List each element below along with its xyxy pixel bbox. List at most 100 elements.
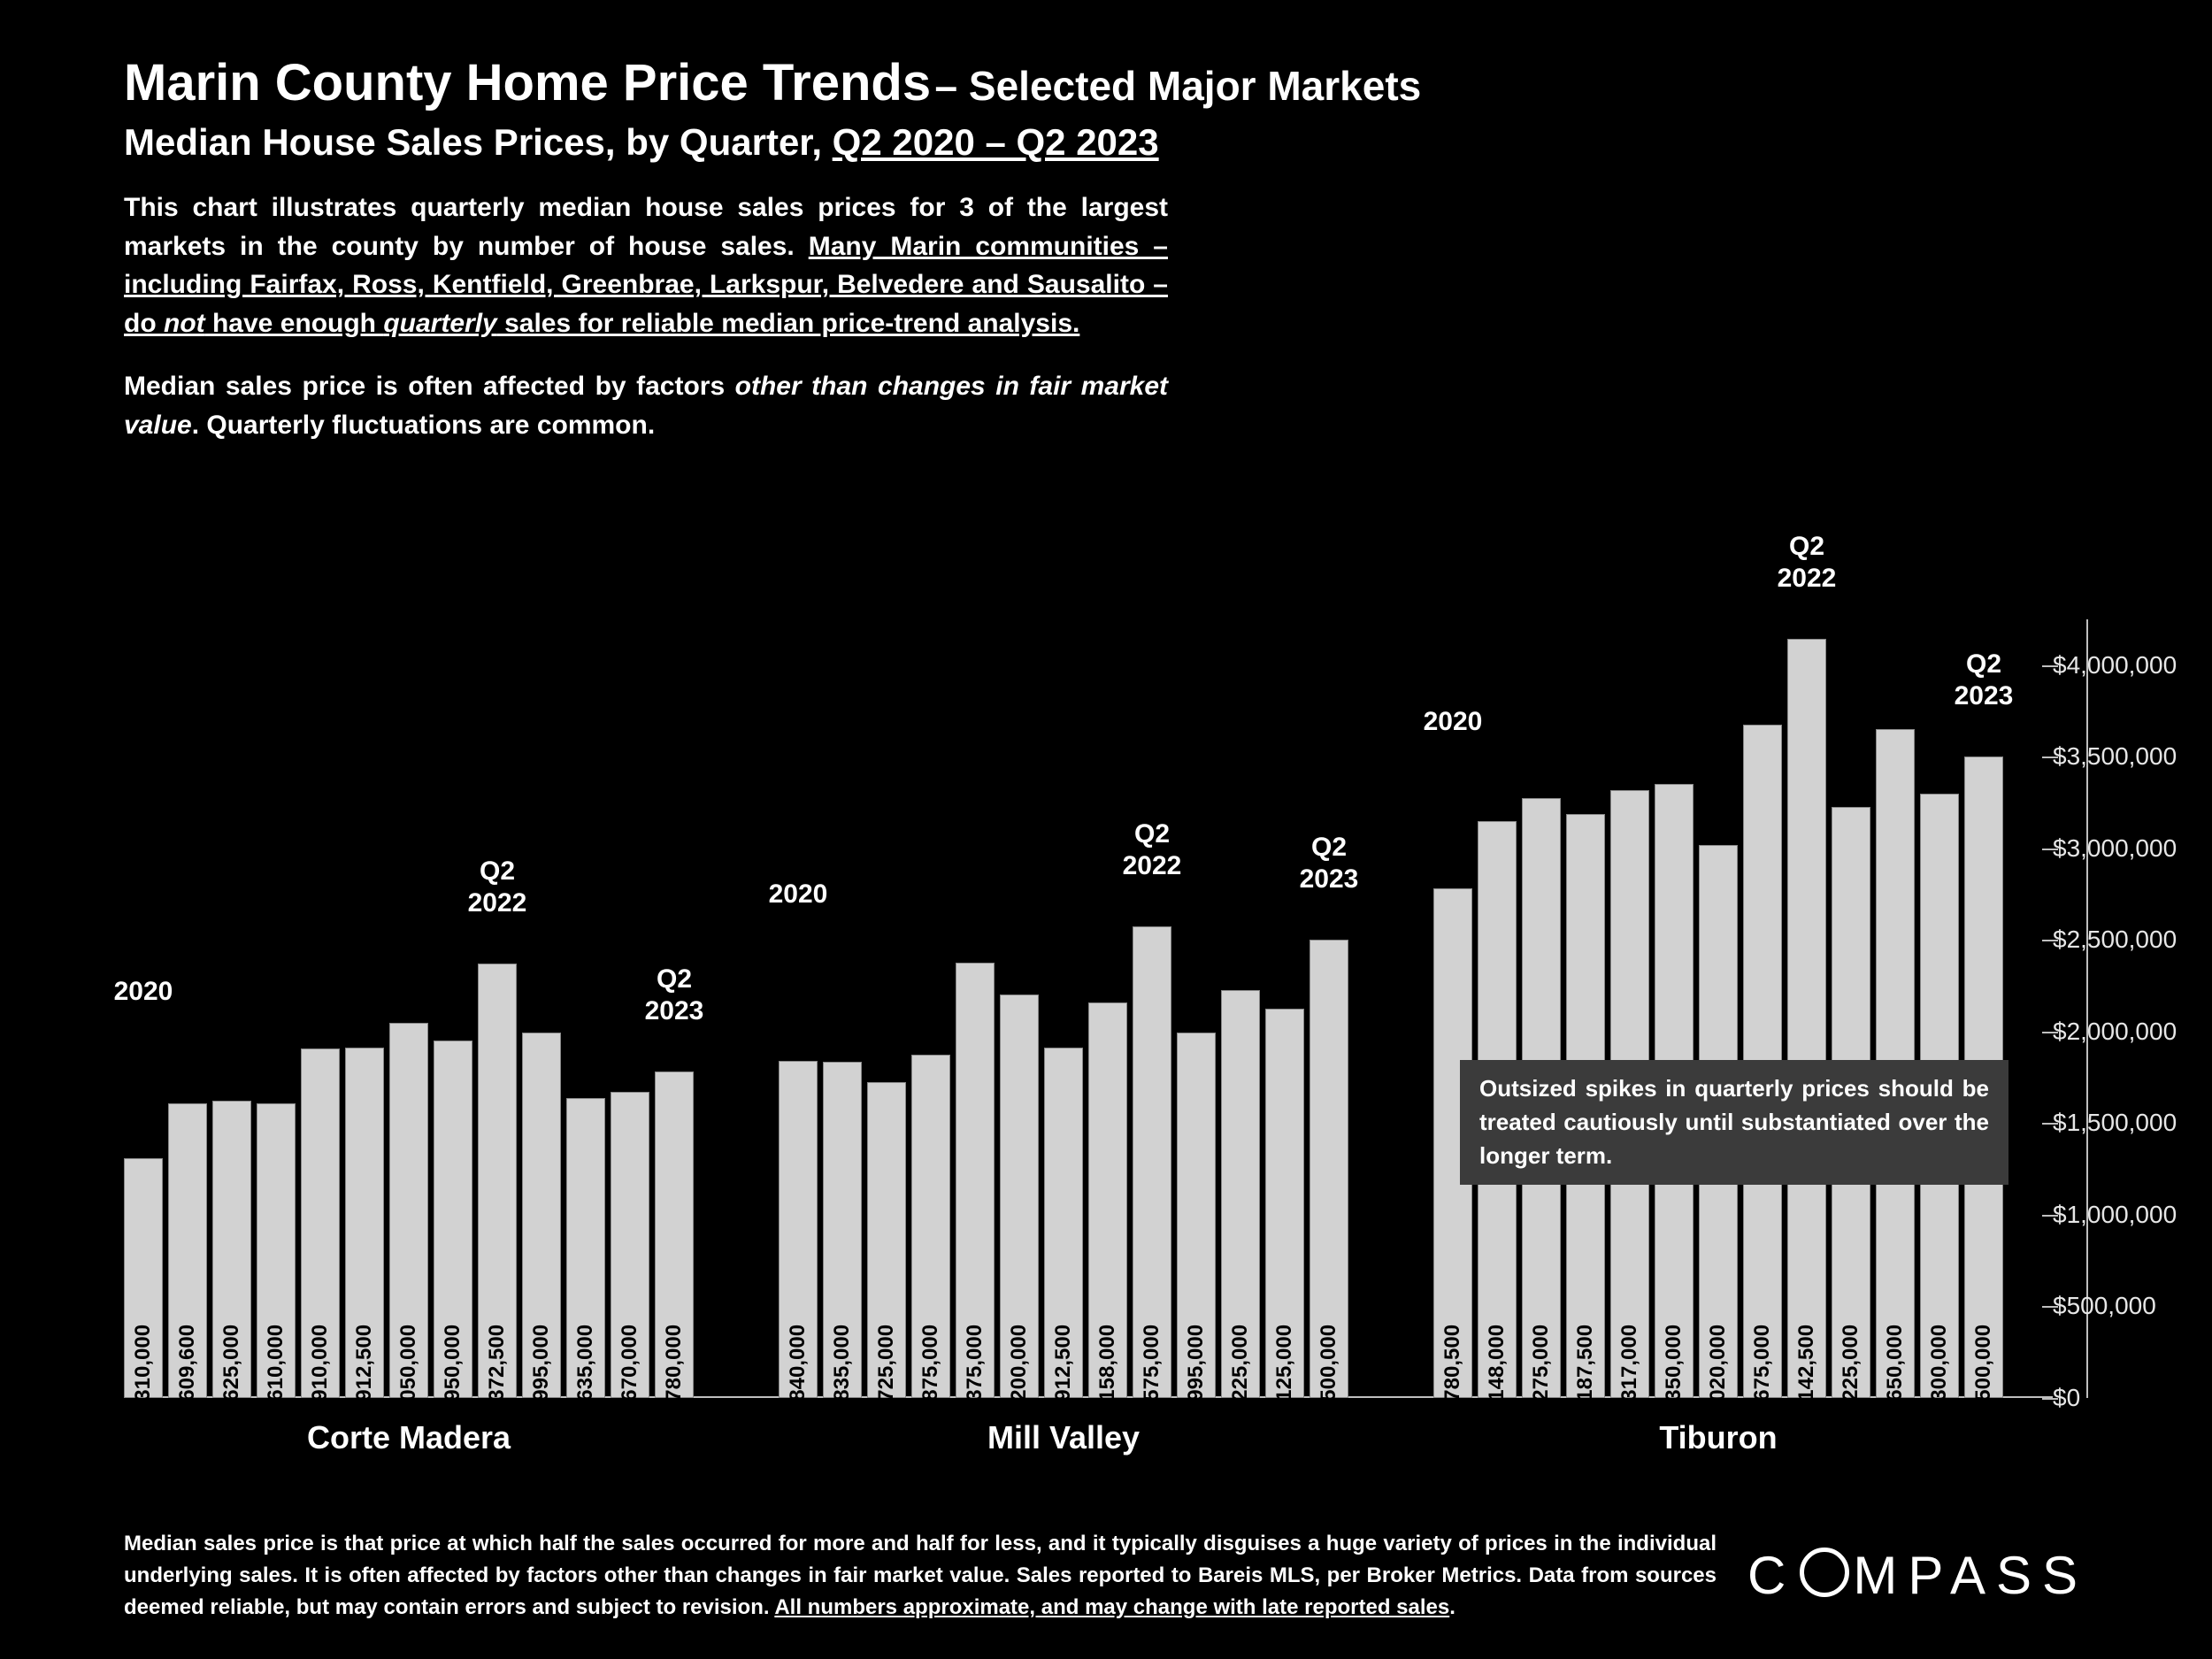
bar-value-label: $1,950,000 <box>441 1325 465 1431</box>
bar-value-label: $2,780,500 <box>1440 1325 1465 1431</box>
bar-value-label: $1,995,000 <box>529 1325 554 1431</box>
bar-value-label: $2,225,000 <box>1228 1325 1253 1431</box>
bar-value-label: $1,840,000 <box>786 1325 810 1431</box>
bar-value-label: $1,670,000 <box>618 1325 642 1431</box>
bar: $1,875,000 <box>911 1055 950 1398</box>
group-title: Mill Valley <box>987 1419 1140 1456</box>
bar: $2,375,000 <box>956 963 995 1398</box>
chart: $0$500,000$1,000,000$1,500,000$2,000,000… <box>124 619 2053 1398</box>
y-axis: $0$500,000$1,000,000$1,500,000$2,000,000… <box>2053 619 2088 1398</box>
bar-value-label: $1,835,000 <box>830 1325 855 1431</box>
y-tick: $2,000,000 <box>2053 1018 2212 1046</box>
bar-value-label: $2,372,500 <box>485 1325 510 1431</box>
bar-value-label: $1,625,000 <box>219 1325 244 1431</box>
bar-value-label: $3,148,000 <box>1485 1325 1509 1431</box>
bar-value-label: $1,609,600 <box>175 1325 200 1431</box>
bar-value-label: $1,780,000 <box>662 1325 687 1431</box>
compass-logo: C MPASS <box>1747 1545 2088 1606</box>
bar-value-label: $2,158,000 <box>1095 1325 1120 1431</box>
bar-callout: Q22023 <box>1289 832 1369 895</box>
bar-value-label: $1,995,000 <box>1184 1325 1209 1431</box>
y-tick: $0 <box>2053 1384 2212 1412</box>
bar-callout: Q22022 <box>1112 818 1192 882</box>
bar: $2,372,500 <box>478 964 517 1398</box>
bar: $1,995,000 <box>1177 1033 1216 1398</box>
bar-value-label: $2,575,000 <box>1140 1325 1164 1431</box>
bar-value-label: $3,300,000 <box>1927 1325 1952 1431</box>
subtitle: Median House Sales Prices, by Quarter, Q… <box>124 121 2088 164</box>
bar-value-label: $1,910,000 <box>308 1325 333 1431</box>
bar: $1,835,000 <box>823 1062 862 1398</box>
bar-value-label: $1,912,500 <box>352 1325 377 1431</box>
title-sub: – Selected Major Markets <box>935 63 1422 109</box>
bar-group: $1,310,000$1,609,600$1,625,000$1,610,000… <box>124 964 694 1398</box>
bar: $2,225,000 <box>1221 990 1260 1398</box>
bar-value-label: $3,350,000 <box>1662 1325 1686 1431</box>
group-title: Tiburon <box>1659 1419 1777 1456</box>
bar-value-label: $3,275,000 <box>1529 1325 1554 1431</box>
bar-callout: Q22023 <box>1944 649 2024 712</box>
brand-o-icon <box>1800 1548 1849 1597</box>
bar: $2,500,000 <box>1310 940 1348 1398</box>
bar-value-label: $1,875,000 <box>918 1325 943 1431</box>
bar: $1,995,000 <box>522 1033 561 1398</box>
intro-paragraph-1: This chart illustrates quarterly median … <box>124 188 1168 342</box>
y-tick: $2,500,000 <box>2053 926 2212 954</box>
bar: $1,840,000 <box>779 1061 818 1398</box>
bar-value-label: $3,500,000 <box>1971 1325 1996 1431</box>
bar-value-label: $1,725,000 <box>874 1325 899 1431</box>
bar-value-label: $1,912,500 <box>1051 1325 1076 1431</box>
bar-value-label: $3,650,000 <box>1883 1325 1908 1431</box>
bar: $2,575,000 <box>1133 926 1171 1398</box>
y-tick: $500,000 <box>2053 1292 2212 1320</box>
bar: $4,142,500 <box>1787 639 1826 1398</box>
bar: $1,310,000 <box>124 1158 163 1398</box>
bar: $1,912,500 <box>345 1048 384 1398</box>
bar-value-label: $2,375,000 <box>963 1325 987 1431</box>
page-title: Marin County Home Price Trends – Selecte… <box>124 53 2088 112</box>
bar-group: $1,840,000$1,835,000$1,725,000$1,875,000… <box>779 926 1348 1398</box>
bar-value-label: $3,317,000 <box>1617 1325 1642 1431</box>
subtitle-range: Q2 2020 – Q2 2023 <box>833 121 1159 163</box>
bar-callout: 2020 <box>104 976 183 1008</box>
bar: $1,610,000 <box>257 1103 296 1398</box>
bar-value-label: $1,610,000 <box>264 1325 288 1431</box>
bar: $1,910,000 <box>301 1048 340 1398</box>
bar: $1,625,000 <box>212 1101 251 1398</box>
bar: $1,609,600 <box>168 1103 207 1398</box>
bar: $1,670,000 <box>611 1092 649 1398</box>
bar-value-label: $2,125,000 <box>1272 1325 1297 1431</box>
title-main: Marin County Home Price Trends <box>124 54 931 111</box>
bar: $2,200,000 <box>1000 995 1039 1398</box>
y-tick: $1,500,000 <box>2053 1109 2212 1137</box>
bar-value-label: $4,142,500 <box>1794 1325 1819 1431</box>
bar-value-label: $3,675,000 <box>1750 1325 1775 1431</box>
y-tick: $3,000,000 <box>2053 834 2212 863</box>
bar: $1,635,000 <box>566 1098 605 1398</box>
group-title: Corte Madera <box>307 1419 511 1456</box>
note-box: Outsized spikes in quarterly prices shou… <box>1460 1060 2008 1185</box>
y-tick: $3,500,000 <box>2053 742 2212 771</box>
bar-value-label: $3,225,000 <box>1839 1325 1863 1431</box>
bar-callout: Q22022 <box>1767 531 1847 595</box>
y-tick: $1,000,000 <box>2053 1201 2212 1229</box>
bar-group: $2,780,500$3,148,000$3,275,000$3,187,500… <box>1433 639 2003 1398</box>
bar-callout: 2020 <box>758 879 838 910</box>
y-axis-line <box>2086 619 2088 1398</box>
bar: $2,158,000 <box>1088 1002 1127 1398</box>
bar-value-label: $3,020,000 <box>1706 1325 1731 1431</box>
bar: $1,912,500 <box>1044 1048 1083 1398</box>
subtitle-lead: Median House Sales Prices, by Quarter, <box>124 121 822 163</box>
brand-letter-c: C <box>1747 1545 1796 1606</box>
bar-callout: 2020 <box>1413 706 1493 738</box>
brand-letters: MPASS <box>1853 1545 2088 1606</box>
intro-paragraph-2: Median sales price is often affected by … <box>124 367 1168 444</box>
bar-callout: Q22023 <box>634 964 714 1027</box>
bar: $1,950,000 <box>434 1041 472 1398</box>
bar-callout: Q22022 <box>457 856 537 919</box>
bar-value-label: $3,187,500 <box>1573 1325 1598 1431</box>
bar: $1,725,000 <box>867 1082 906 1398</box>
bar-value-label: $2,050,000 <box>396 1325 421 1431</box>
bar: $1,780,000 <box>655 1071 694 1398</box>
footer-disclaimer: Median sales price is that price at whic… <box>124 1528 1717 1624</box>
